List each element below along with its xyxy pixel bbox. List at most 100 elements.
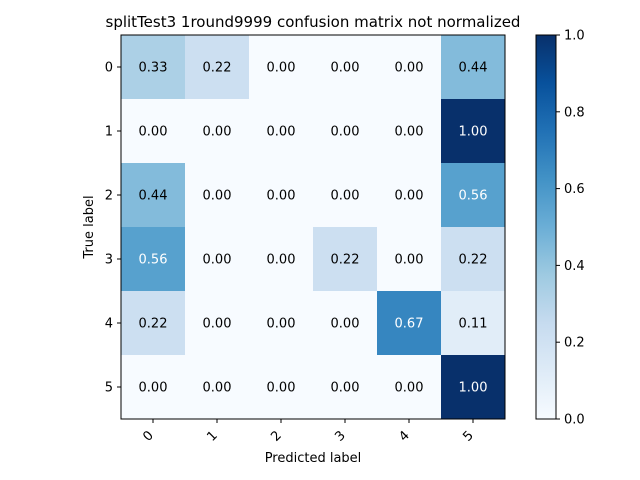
x-tick-label: 5 (460, 428, 476, 444)
cell-value-r4-c1: 0.00 (203, 317, 232, 332)
cell-value-r5-c2: 0.00 (267, 381, 296, 396)
heatmap-cell-r0-c1 (185, 35, 249, 99)
heatmap-cell-r5-c3 (313, 355, 377, 419)
y-tick-label: 2 (105, 189, 113, 204)
chart-title: splitTest3 1round9999 confusion matrix n… (106, 13, 521, 31)
heatmap-cell-r0-c4 (377, 35, 441, 99)
cell-value-r0-c0: 0.33 (139, 61, 168, 76)
x-tick-label: 4 (396, 428, 412, 444)
heatmap-cell-r4-c0 (121, 291, 185, 355)
x-tick-label: 1 (204, 428, 220, 444)
cell-value-r3-c0: 0.56 (139, 253, 168, 268)
cell-value-r1-c5: 1.00 (459, 125, 488, 140)
heatmap-cell-r4-c1 (185, 291, 249, 355)
heatmap-cell-r3-c2 (249, 227, 313, 291)
heatmap-cell-r2-c4 (377, 163, 441, 227)
heatmap-cells (121, 35, 505, 419)
cell-value-r2-c1: 0.00 (203, 189, 232, 204)
heatmap-cell-r2-c2 (249, 163, 313, 227)
heatmap-cell-r0-c3 (313, 35, 377, 99)
heatmap-cell-r0-c5 (441, 35, 505, 99)
cell-value-r3-c4: 0.00 (395, 253, 424, 268)
colorbar-tick-label: 0.6 (564, 182, 585, 197)
heatmap-cell-r4-c4 (377, 291, 441, 355)
heatmap-cell-r1-c0 (121, 99, 185, 163)
heatmap-cell-r5-c0 (121, 355, 185, 419)
cell-value-r1-c1: 0.00 (203, 125, 232, 140)
x-tick-label: 0 (140, 428, 156, 444)
cell-value-r0-c5: 0.44 (459, 61, 488, 76)
y-tick-label: 4 (105, 317, 113, 332)
heatmap-cell-r0-c2 (249, 35, 313, 99)
heatmap-cell-r3-c4 (377, 227, 441, 291)
heatmap-cell-r2-c0 (121, 163, 185, 227)
cell-value-r3-c3: 0.22 (331, 253, 360, 268)
y-axis-label: True label (82, 195, 97, 259)
colorbar-tick-label: 1.0 (564, 29, 585, 44)
cell-value-r5-c4: 0.00 (395, 381, 424, 396)
heatmap-cell-r1-c1 (185, 99, 249, 163)
heatmap-cell-labels: 0.33 0.22 0.00 0.00 0.00 0.44 0.00 0.00 0.00 0.00… (139, 61, 488, 396)
cell-value-r5-c0: 0.00 (139, 381, 168, 396)
heatmap-cell-r3-c1 (185, 227, 249, 291)
cell-value-r5-c3: 0.00 (331, 381, 360, 396)
cell-value-r2-c3: 0.00 (331, 189, 360, 204)
heatmap-cell-r2-c1 (185, 163, 249, 227)
heatmap-cell-r4-c2 (249, 291, 313, 355)
colorbar-tick-label: 0.8 (564, 105, 585, 120)
x-axis-label: Predicted label (265, 451, 362, 466)
heatmap-cell-r1-c3 (313, 99, 377, 163)
heatmap-cell-r5-c1 (185, 355, 249, 419)
heatmap-cell-r5-c5 (441, 355, 505, 419)
cell-value-r1-c0: 0.00 (139, 125, 168, 140)
y-tick-label: 0 (105, 61, 113, 76)
cell-value-r1-c3: 0.00 (331, 125, 360, 140)
heatmap-cell-r5-c4 (377, 355, 441, 419)
cell-value-r2-c0: 0.44 (139, 189, 168, 204)
plot-frame (120, 34, 506, 420)
cell-value-r5-c1: 0.00 (203, 381, 232, 396)
colorbar-tick-label: 0.4 (564, 259, 585, 274)
heatmap-cell-r2-c5 (441, 163, 505, 227)
cell-value-r2-c4: 0.00 (395, 189, 424, 204)
heatmap-cell-r3-c3 (313, 227, 377, 291)
y-tick-label: 3 (105, 253, 113, 268)
heatmap-cell-r1-c2 (249, 99, 313, 163)
cell-value-r2-c5: 0.56 (459, 189, 488, 204)
x-tick-label: 3 (332, 428, 348, 444)
heatmap-cell-r4-c3 (313, 291, 377, 355)
x-axis-ticks: 0 1 2 3 4 5 (140, 419, 477, 445)
cell-value-r4-c4: 0.67 (395, 317, 424, 332)
x-tick-label: 2 (268, 428, 284, 444)
colorbar-tick-label: 0.2 (564, 336, 585, 351)
cell-value-r3-c5: 0.22 (459, 253, 488, 268)
cell-value-r0-c4: 0.00 (395, 61, 424, 76)
heatmap-cell-r1-c4 (377, 99, 441, 163)
cell-value-r4-c5: 0.11 (459, 317, 488, 332)
heatmap-cell-r2-c3 (313, 163, 377, 227)
cell-value-r2-c2: 0.00 (267, 189, 296, 204)
cell-value-r1-c2: 0.00 (267, 125, 296, 140)
colorbar-frame (535, 34, 557, 420)
colorbar-ticks: 0.0 0.2 0.4 0.6 0.8 1.0 (556, 29, 585, 428)
heatmap-cell-r5-c2 (249, 355, 313, 419)
cell-value-r4-c0: 0.22 (139, 317, 168, 332)
y-axis-ticks: 0 1 2 3 4 5 (105, 61, 121, 396)
cell-value-r5-c5: 1.00 (459, 381, 488, 396)
colorbar (536, 35, 556, 419)
heatmap-cell-r4-c5 (441, 291, 505, 355)
cell-value-r1-c4: 0.00 (395, 125, 424, 140)
cell-value-r4-c3: 0.00 (331, 317, 360, 332)
colorbar-tick-label: 0.0 (564, 413, 585, 428)
heatmap-cell-r3-c0 (121, 227, 185, 291)
heatmap-cell-r3-c5 (441, 227, 505, 291)
heatmap-cell-r1-c5 (441, 99, 505, 163)
cell-value-r0-c3: 0.00 (331, 61, 360, 76)
cell-value-r3-c2: 0.00 (267, 253, 296, 268)
cell-value-r0-c1: 0.22 (203, 61, 232, 76)
y-tick-label: 1 (105, 125, 113, 140)
cell-value-r0-c2: 0.00 (267, 61, 296, 76)
heatmap-cell-r0-c0 (121, 35, 185, 99)
